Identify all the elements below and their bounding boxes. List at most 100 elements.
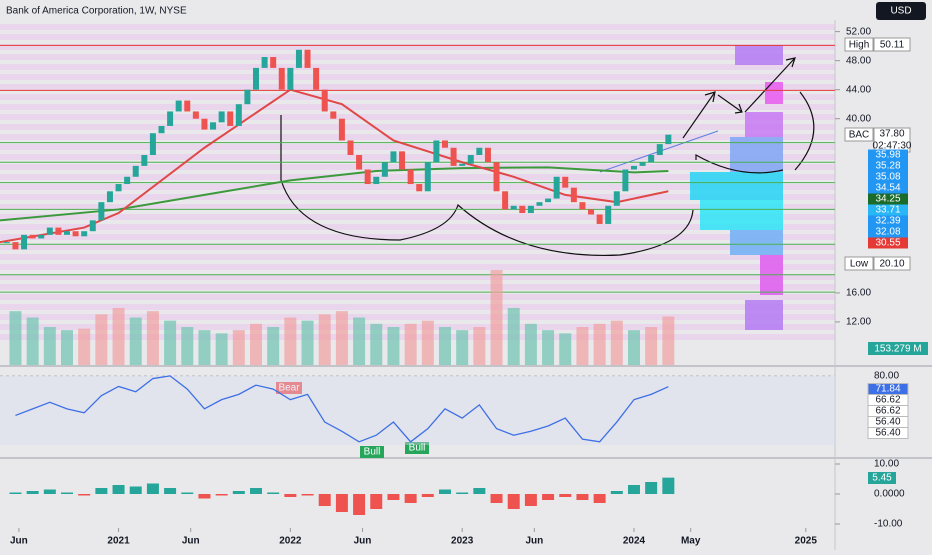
x-tick-label: Jun (182, 536, 200, 547)
y-tick-label: 80.00 (874, 371, 899, 382)
macd-bar (456, 492, 469, 495)
volume-label: 153.279 M (874, 344, 921, 355)
candle (484, 147, 491, 163)
volume-bar (576, 327, 589, 365)
rsi-label: 56.40 (875, 428, 900, 439)
candle (330, 111, 337, 119)
macd-bar (249, 487, 262, 495)
volume-bar (490, 270, 503, 365)
macd-bar (490, 494, 503, 504)
volume-bar (542, 330, 555, 365)
currency-box[interactable] (876, 2, 926, 20)
annotation-box (405, 442, 429, 454)
high-tag (844, 37, 874, 52)
drawings (280, 57, 815, 257)
low-label: Low (850, 259, 869, 270)
candle (338, 118, 345, 141)
price-box (868, 182, 908, 194)
candle (132, 165, 139, 177)
price-label: 32.39 (875, 216, 900, 227)
macd-bar (576, 494, 589, 501)
last-value: 37.80 (879, 129, 904, 140)
candle (218, 111, 225, 123)
candle (519, 205, 526, 214)
band (0, 64, 835, 70)
symbol-tag (844, 127, 874, 142)
candle (201, 118, 208, 130)
moving-average (0, 166, 669, 222)
candle (210, 122, 217, 130)
volume-bar (249, 323, 262, 365)
candle (347, 140, 354, 155)
volume-bar (456, 330, 469, 365)
low-value: 20.10 (879, 259, 904, 270)
macd-bar (421, 494, 434, 498)
candle (270, 57, 277, 68)
rsi-label: 71.84 (875, 384, 900, 395)
band (0, 334, 835, 340)
macd-bar (370, 494, 383, 510)
band (0, 304, 835, 310)
volume-bar (146, 311, 159, 365)
volume-bar (26, 317, 39, 365)
volume-bar (181, 327, 194, 365)
band (0, 54, 835, 60)
macd-bar (559, 494, 572, 498)
candle (227, 111, 234, 126)
candle (12, 242, 19, 250)
candle (493, 162, 500, 192)
bands (0, 24, 835, 340)
price-box (868, 237, 908, 249)
band (0, 144, 835, 150)
candle (89, 220, 96, 232)
macd-bar (645, 481, 658, 495)
volume-bar (421, 320, 434, 365)
volume-bar (215, 333, 228, 365)
macd-bar (662, 477, 675, 495)
candle (553, 176, 560, 199)
candle (38, 234, 45, 239)
volume-bar (662, 316, 675, 365)
candle (287, 67, 294, 90)
high-label: High (849, 40, 870, 51)
annotation: Bear (278, 383, 300, 394)
candle (648, 155, 655, 163)
countdown: 02:47:30 (873, 141, 912, 152)
x-tick-label: Jun (354, 536, 372, 547)
candle (390, 151, 397, 163)
y-tick-label: 52.00 (846, 26, 871, 37)
candle (613, 191, 620, 206)
y-tick-label: 48.00 (846, 55, 871, 66)
macd-bar (318, 494, 331, 507)
price-box (868, 171, 908, 183)
price-box (868, 226, 908, 238)
candle (98, 202, 105, 221)
price-box (868, 204, 908, 216)
candle (167, 111, 174, 126)
y-tick-label: 12.00 (846, 317, 871, 328)
candle (459, 163, 466, 166)
candle (81, 231, 88, 237)
band (0, 324, 835, 330)
candle (665, 134, 672, 145)
x-tick-label: 2025 (795, 536, 818, 547)
candle (149, 133, 156, 155)
macd-bar (473, 487, 486, 495)
volume-bar (559, 333, 572, 365)
price-box (868, 160, 908, 172)
volume-bar (112, 308, 125, 365)
band (0, 154, 835, 160)
candle (639, 162, 646, 166)
currency[interactable]: USD (890, 6, 911, 17)
y-tick-label: 40.00 (846, 113, 871, 124)
candle (158, 125, 165, 134)
macd-bar (627, 484, 640, 495)
macd-bar (95, 487, 108, 495)
y-tick-label: 0.0000 (874, 489, 905, 500)
x-tick-label: Jun (525, 536, 543, 547)
candle (450, 147, 457, 166)
candle (184, 100, 191, 112)
band (0, 244, 835, 250)
macd-bar (524, 494, 537, 507)
macd-bar (164, 487, 177, 495)
